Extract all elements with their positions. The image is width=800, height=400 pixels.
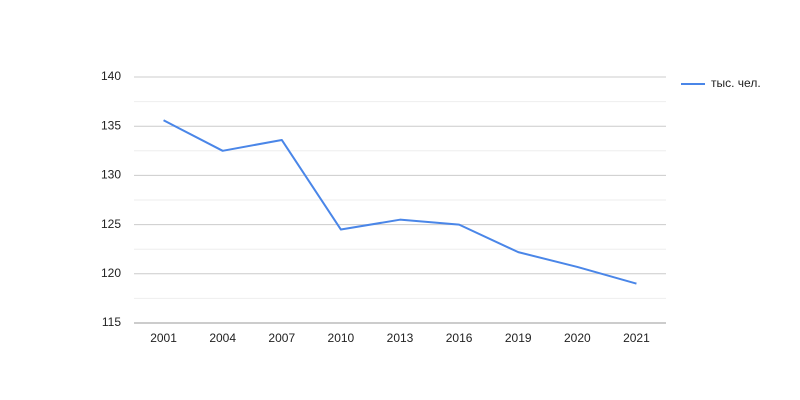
y-tick-label: 140 — [101, 69, 121, 83]
y-tick-label: 120 — [101, 266, 121, 280]
x-tick-label: 2021 — [623, 331, 650, 345]
line-series — [163, 119, 637, 285]
x-tick-label: 2007 — [268, 331, 295, 345]
y-tick-label: 115 — [102, 315, 121, 329]
x-tick-label: 2010 — [328, 331, 355, 345]
y-tick-label: 130 — [101, 168, 121, 182]
x-tick-label: 2020 — [564, 331, 591, 345]
y-tick-label: 135 — [101, 118, 121, 132]
x-tick-label: 2001 — [150, 331, 177, 345]
y-tick-label: 125 — [101, 217, 121, 231]
x-tick-label: 2016 — [446, 331, 473, 345]
x-tick-label: 2019 — [505, 331, 532, 345]
x-tick-label: 2013 — [387, 331, 414, 345]
x-tick-label: 2004 — [209, 331, 236, 345]
legend-label: тыс. чел. — [711, 76, 761, 90]
